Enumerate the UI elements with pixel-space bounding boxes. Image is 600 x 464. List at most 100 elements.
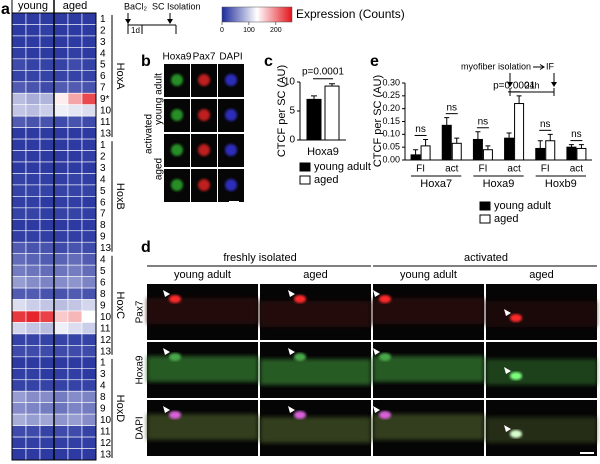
gene-label: 9 [100, 232, 106, 243]
heatmap-cell [53, 161, 69, 174]
heatmap-cell [67, 368, 83, 381]
heatmap-cell [25, 322, 41, 335]
heatmap-cell [53, 425, 69, 438]
heatmap-cell [81, 241, 97, 254]
heatmap-cell [39, 58, 55, 71]
nucleus [294, 411, 306, 419]
heatmap-cell [81, 253, 97, 266]
y-tick-label: 0.30 [382, 77, 400, 87]
heatmap-cell [25, 253, 41, 266]
heatmap-cell [25, 92, 41, 105]
heatmap-cell [81, 333, 97, 346]
gene-label: 9 [100, 300, 106, 311]
arrowhead [504, 367, 511, 374]
gene-label: 3 [100, 163, 106, 174]
group-header: young adult [400, 269, 457, 281]
legend-swatch [299, 175, 311, 185]
heatmap-cell [25, 402, 41, 415]
heatmap-cell [67, 402, 83, 415]
bar [535, 147, 546, 161]
heatmap-cell [25, 356, 41, 369]
family-label: HoxB [114, 183, 126, 210]
heatmap-cell [39, 196, 55, 209]
significance-label: ns [478, 116, 489, 127]
gene-label: 12 [100, 438, 112, 449]
error-bar [311, 95, 317, 100]
heatmap-cell [25, 276, 41, 289]
gene-label: 2 [100, 151, 106, 162]
heatmap-cell [25, 219, 41, 232]
heatmap-cell [39, 368, 55, 381]
heatmap-cell [81, 150, 97, 163]
heatmap-cell [67, 24, 83, 37]
heatmap-cell [67, 264, 83, 277]
heatmap-cell [11, 287, 27, 300]
heatmap-cell [81, 173, 97, 186]
heatmap-cell [11, 104, 27, 117]
heatmap-cell [67, 47, 83, 60]
heatmap-cell [11, 138, 27, 151]
heatmap-cell [53, 196, 69, 209]
heatmap-cell [67, 356, 83, 369]
nucleus [510, 430, 522, 438]
heatmap-cell [25, 81, 41, 94]
heatmap-cell [81, 436, 97, 449]
heatmap-cell [53, 127, 69, 140]
heatmap-cell [11, 81, 27, 94]
heatmap-cell [53, 436, 69, 449]
heatmap-cell [39, 115, 55, 128]
panel-label: a [1, 1, 10, 18]
heatmap-cell [11, 230, 27, 243]
timeline-interval: 1d [131, 26, 140, 35]
heatmap-cell [39, 230, 55, 243]
error-bar [454, 137, 460, 144]
group-header: aged [303, 269, 327, 281]
nucleus [169, 295, 181, 303]
heatmap-cell [81, 127, 97, 140]
nucleus [198, 74, 210, 86]
heatmap-cell [11, 35, 27, 48]
channel-label: Hoxa9 [135, 355, 146, 384]
arrowhead [288, 290, 295, 297]
category-label: Hoxa7 [420, 178, 452, 190]
heatmap-cell [67, 35, 83, 48]
heatmap-cell [81, 425, 97, 438]
heatmap-cell [25, 368, 41, 381]
heatmap-cell [81, 12, 97, 25]
heatmap-cell [25, 115, 41, 128]
heatmap-cell [11, 368, 27, 381]
heatmap-cell [81, 161, 97, 174]
heatmap-cell [11, 47, 27, 60]
bar [566, 146, 577, 161]
gene-label: 9 [100, 404, 106, 415]
gene-label: 5 [100, 60, 106, 71]
heatmap-cell [25, 230, 41, 243]
heatmap-cell [39, 70, 55, 83]
heatmap-cell [39, 104, 55, 117]
fiber [147, 414, 258, 440]
y-tick-label: 10 [284, 77, 296, 88]
heatmap-cell [67, 58, 83, 71]
timeline-isolation: SC Isolation [152, 1, 201, 11]
bar [514, 103, 525, 161]
colorbar-tick-label: 200 [270, 27, 282, 34]
fiber [486, 359, 597, 385]
heatmap-cell [25, 24, 41, 37]
heatmap-cell [53, 24, 69, 37]
heatmap-cell [11, 196, 27, 209]
heatmap-cell [39, 92, 55, 105]
gene-label: 1 [100, 14, 106, 25]
heatmap-cell [39, 379, 55, 392]
arrowhead [373, 290, 380, 297]
heatmap-cell [67, 127, 83, 140]
category-label: Hoxb9 [545, 178, 577, 190]
column-group-label: young [18, 0, 48, 12]
gene-label: 9* [100, 94, 110, 105]
inset-duration: 24h [524, 80, 539, 90]
significance-label: ns [415, 124, 426, 135]
heatmap-cell [25, 196, 41, 209]
legend-label: aged [314, 174, 338, 186]
heatmap-cell [53, 207, 69, 220]
y-axis-label: CTCF per SC (AU) [372, 75, 384, 167]
